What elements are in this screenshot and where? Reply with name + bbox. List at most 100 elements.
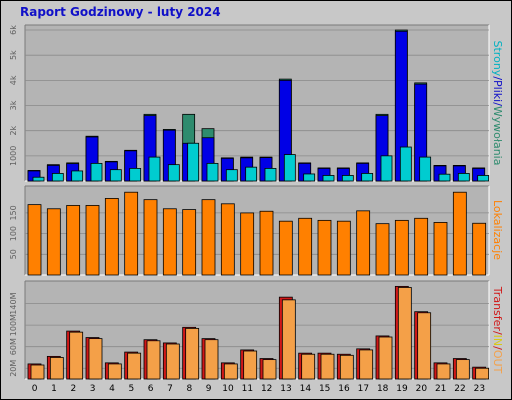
x-tick-label: 4	[109, 384, 115, 394]
panel-hits-files-pages: 1000 2k 3k 4k 5k 6k	[9, 24, 490, 182]
side-label-hits: Strony/Pliki/Wywołania	[491, 41, 504, 166]
bar-lokalizacje	[124, 191, 139, 276]
x-tick-label: 3	[90, 384, 96, 394]
x-tick-label: 19	[396, 384, 408, 394]
bar-lokalizacje	[452, 191, 467, 276]
bar-lokalizacje	[375, 223, 390, 276]
side-label-part: OUT	[491, 350, 504, 374]
bar-lokalizacje	[336, 220, 351, 276]
x-tick-label: 11	[242, 384, 253, 394]
bar-lokalizacje	[220, 203, 235, 276]
plot-area-locations	[25, 186, 489, 275]
y-tick-label: 60M	[9, 338, 18, 355]
x-tick-label: 2	[70, 384, 76, 394]
bar-strony	[206, 162, 219, 182]
chart-title: Raport Godzinowy - luty 2024	[20, 5, 221, 19]
bar-lokalizacje	[394, 219, 409, 276]
bar-out	[417, 312, 432, 380]
side-label-part: /	[491, 346, 504, 350]
side-label-part: Lokalizacje	[491, 200, 504, 260]
bar-out	[185, 327, 200, 380]
bar-out	[243, 350, 258, 380]
bar-out	[339, 354, 354, 380]
bar-out	[107, 363, 122, 380]
bar-lokalizacje	[66, 205, 81, 276]
x-tick-label: 1	[51, 384, 57, 394]
side-label-part: /	[491, 102, 504, 106]
bar-lokalizacje	[317, 219, 332, 276]
bar-out	[165, 343, 180, 380]
panel-locations: 50 100 150	[9, 185, 490, 276]
x-tick-label: 17	[358, 384, 369, 394]
side-label-text: Lokalizacje	[491, 200, 504, 260]
x-axis: 0 1 2 3 4 5 6 7 8 9 10 11 12 13 14 15 16 17 18 19 20 21 22 23	[32, 384, 485, 394]
side-label-part: /	[491, 331, 504, 335]
x-tick-label: 0	[32, 384, 38, 394]
bar-lokalizacje	[162, 208, 177, 276]
bar-strony	[419, 156, 432, 182]
x-tick-label: 21	[435, 384, 446, 394]
bar-lokalizacje	[259, 210, 274, 276]
bar-strony	[341, 175, 354, 182]
bar-lokalizacje	[27, 204, 42, 276]
bar-strony	[187, 142, 200, 182]
bar-out	[301, 353, 316, 380]
x-tick-label: 8	[186, 384, 192, 394]
bar-lokalizacje	[201, 199, 216, 276]
y-tick-label: 140M	[9, 292, 18, 314]
bar-strony	[225, 169, 238, 182]
x-tick-label: 14	[300, 384, 312, 394]
bar-strony	[51, 173, 64, 182]
y-tick-label: 50	[9, 249, 18, 259]
bar-out	[88, 338, 103, 380]
bar-lokalizacje	[143, 199, 158, 276]
side-label-text: Transfer/IN/OUT	[491, 286, 504, 374]
bar-lokalizacje	[85, 205, 100, 276]
x-tick-label: 10	[222, 384, 234, 394]
bar-strony	[109, 169, 122, 182]
bar-out	[49, 357, 64, 380]
bar-strony	[380, 155, 393, 182]
side-label-text: Strony/Pliki/Wywołania	[491, 41, 504, 166]
bar-out	[475, 367, 490, 380]
x-tick-label: 6	[148, 384, 154, 394]
bar-out	[204, 339, 219, 380]
x-tick-label: 7	[167, 384, 173, 394]
bar-strony	[283, 154, 296, 182]
bar-lokalizacje	[356, 210, 371, 276]
y-tick-label: 1000	[9, 146, 18, 166]
bar-out	[397, 287, 412, 380]
bar-out	[127, 352, 142, 380]
y-tick-label: 100	[9, 226, 18, 241]
x-tick-label: 12	[261, 384, 272, 394]
bar-lokalizacje	[240, 212, 255, 276]
bar-strony	[361, 173, 374, 182]
side-label-part: IN	[491, 335, 504, 346]
bar-lokalizacje	[472, 222, 487, 276]
y-tick-label: 100M	[9, 314, 18, 336]
bar-strony	[264, 168, 277, 182]
bar-strony	[167, 164, 180, 182]
bar-out	[436, 363, 451, 380]
bar-strony	[71, 170, 84, 182]
x-tick-label: 20	[416, 384, 428, 394]
bar-strony	[399, 146, 412, 182]
side-label-locations: Lokalizacje	[491, 200, 504, 260]
y-tick-label: 150	[9, 205, 18, 220]
bar-out	[146, 340, 161, 380]
y-tick-label: 3k	[9, 100, 18, 110]
y-tick-label: 20M	[9, 360, 18, 377]
bar-lokalizacje	[278, 220, 293, 276]
bar-strony	[457, 173, 470, 182]
bar-out	[455, 359, 470, 380]
bar-out	[30, 364, 45, 380]
y-tick-label: 6k	[9, 25, 18, 35]
bar-lokalizacje	[414, 217, 429, 276]
x-tick-label: 18	[377, 384, 389, 394]
bar-strony	[90, 162, 103, 182]
y-tick-label: 2k	[9, 125, 18, 135]
bar-strony	[303, 173, 316, 182]
side-label-part: /	[491, 76, 504, 80]
